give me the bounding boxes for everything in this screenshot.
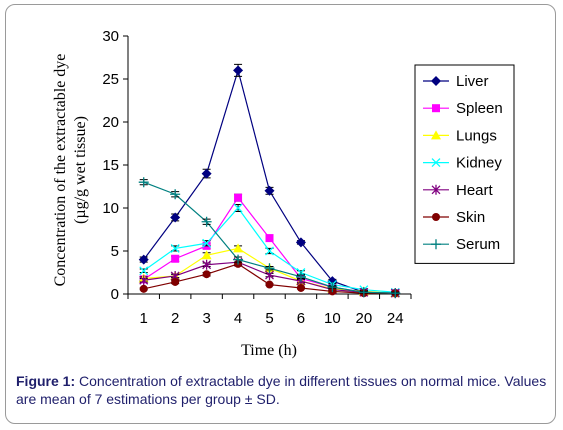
legend-marker-skin <box>432 213 440 221</box>
y-axis-title-line2: (µg/g wet tissue) <box>72 116 89 224</box>
legend-label-heart: Heart <box>456 182 494 199</box>
data-point-serum <box>201 216 212 227</box>
data-point-serum <box>390 288 401 299</box>
data-point-spleen <box>171 254 180 263</box>
data-point-serum <box>264 263 275 274</box>
figure-caption: Figure 1: Concentration of extractable d… <box>16 372 551 408</box>
data-point-liver <box>201 168 212 179</box>
data-point-skin <box>265 280 274 289</box>
legend-label-liver: Liver <box>456 73 489 90</box>
data-point-lungs <box>233 243 244 253</box>
data-point-serum <box>327 282 338 293</box>
legend-marker-serum <box>431 239 441 250</box>
x-tick-label: 20 <box>355 310 372 327</box>
data-point-serum <box>295 271 306 282</box>
series-serum <box>138 177 401 299</box>
legend-label-kidney: Kidney <box>456 155 502 172</box>
x-tick-label: 4 <box>234 310 242 327</box>
chart-legend: Liver Spleen Lungs Kidney Heart Skin Serum <box>414 64 515 264</box>
data-point-kidney <box>202 238 212 248</box>
caption-label: Figure 1: <box>16 373 76 389</box>
caption-text: Concentration of extractable dye in diff… <box>16 373 547 407</box>
y-tick-label: 0 <box>111 286 119 303</box>
legend-marker-heart <box>431 184 441 195</box>
legend-label-skin: Skin <box>456 209 485 226</box>
data-point-liver <box>264 185 275 196</box>
data-point-kidney <box>233 203 243 213</box>
data-point-kidney <box>170 243 180 253</box>
data-point-skin <box>139 284 148 293</box>
y-tick-label: 15 <box>102 157 119 174</box>
series-kidney <box>139 203 400 297</box>
data-point-serum <box>170 189 181 200</box>
legend-marker-kidney <box>431 158 441 168</box>
legend-label-lungs: Lungs <box>456 127 497 144</box>
data-point-skin <box>202 270 211 279</box>
series-line-liver <box>143 68 396 294</box>
data-point-serum <box>233 254 244 265</box>
data-point-serum <box>138 177 149 188</box>
legend-marker-lungs <box>431 130 441 140</box>
x-tick-label: 10 <box>324 310 341 327</box>
legend-marker-liver <box>431 76 441 86</box>
series-liver <box>138 63 401 299</box>
y-axis-title-line1: Concentration of the extractable dye <box>52 54 69 287</box>
x-tick-label: 5 <box>265 310 273 327</box>
x-tick-label: 24 <box>387 310 404 327</box>
data-point-serum <box>358 287 369 298</box>
y-tick-label: 25 <box>102 71 119 88</box>
data-point-kidney <box>139 266 149 276</box>
data-point-spleen <box>234 193 243 202</box>
data-point-liver <box>233 65 244 76</box>
y-tick-label: 20 <box>102 114 119 131</box>
x-tick-label: 2 <box>171 310 179 327</box>
x-tick-label: 6 <box>297 310 305 327</box>
data-point-liver <box>295 237 306 248</box>
data-point-skin <box>171 277 180 286</box>
data-point-lungs <box>201 250 212 260</box>
series-layer <box>138 63 401 299</box>
legend-label-serum: Serum <box>456 236 500 253</box>
data-point-heart <box>139 275 149 286</box>
data-point-heart <box>202 259 212 270</box>
x-tick-label: 3 <box>202 310 210 327</box>
data-point-kidney <box>265 246 274 256</box>
y-tick-label: 5 <box>111 243 119 260</box>
x-axis-title: Time (h) <box>241 342 297 359</box>
legend-label-spleen: Spleen <box>456 100 503 117</box>
legend-marker-spleen <box>432 104 440 113</box>
y-tick-label: 10 <box>102 200 119 217</box>
data-point-liver <box>138 254 149 265</box>
x-tick-label: 1 <box>140 310 148 327</box>
y-tick-label: 30 <box>102 28 119 45</box>
line-chart: 0 5 10 15 20 25 30 1 2 3 4 5 6 10 20 24 Liver Spleen Lung… <box>52 28 515 359</box>
data-point-skin <box>296 283 305 292</box>
legend-box <box>414 64 515 264</box>
chart-axes: 0 5 10 15 20 25 30 1 2 3 4 5 6 10 20 24 <box>102 28 412 327</box>
data-point-liver <box>170 212 181 223</box>
data-point-spleen <box>265 234 274 243</box>
